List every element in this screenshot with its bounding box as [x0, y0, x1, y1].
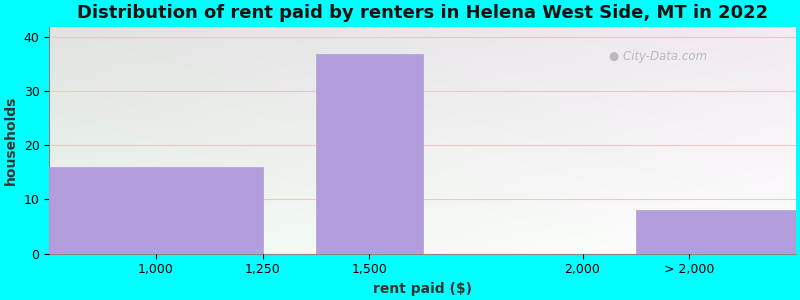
Y-axis label: households: households [4, 95, 18, 185]
Title: Distribution of rent paid by renters in Helena West Side, MT in 2022: Distribution of rent paid by renters in … [77, 4, 768, 22]
Bar [50, 167, 262, 254]
X-axis label: rent paid ($): rent paid ($) [373, 282, 472, 296]
Text: ● City-Data.com: ● City-Data.com [609, 50, 706, 62]
Bar [316, 53, 422, 254]
Bar [636, 210, 796, 254]
